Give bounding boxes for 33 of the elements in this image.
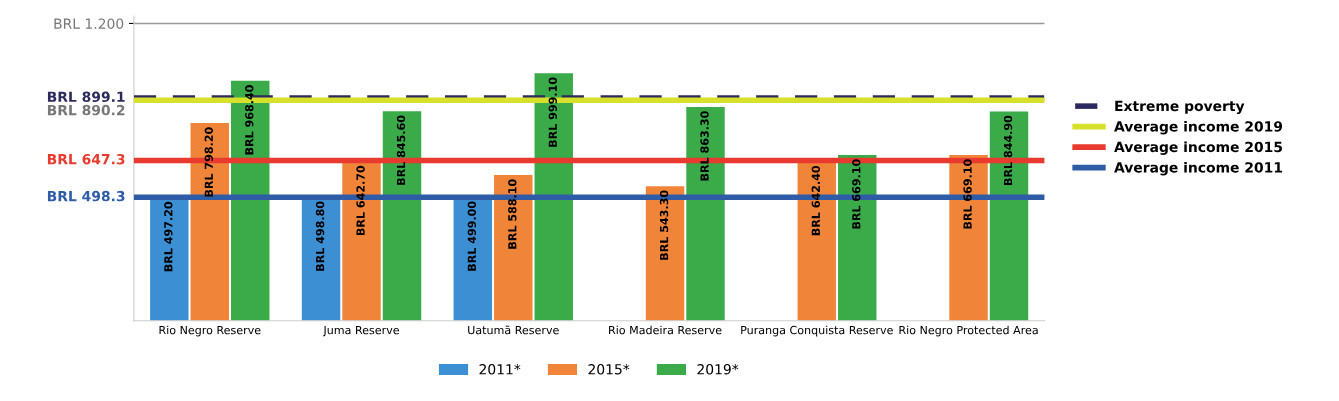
legend-label: 2011* [479, 364, 521, 375]
x-tick-label: Rio Negro Reserve [159, 325, 261, 337]
x-tick-label: Uatumã Reserve [468, 325, 559, 335]
data-label: BRL 669.10 [963, 159, 972, 229]
text: Extreme poverty [1115, 100, 1245, 114]
legend-label: 2019* [697, 364, 739, 375]
data-label: BRL 845.60 [396, 115, 406, 185]
ref-line-label: BRL 899.1 [47, 91, 125, 103]
data-label: BRL 499.00 [467, 201, 477, 271]
x-tick-label: Juma Reserve [322, 326, 400, 337]
text: Average income 2015 [1114, 141, 1282, 155]
data-label: BRL 543.30 [659, 190, 669, 260]
data-label: BRL 968.40 [245, 85, 254, 155]
data-label: BRL 844.90 [1003, 115, 1013, 185]
x-tick-label: Rio Negro Protected Area [899, 325, 1038, 337]
text: Average income 2019 [1114, 120, 1283, 135]
y-tick-label: BRL 1.200 [54, 18, 124, 29]
data-label: BRL 798.20 [204, 127, 213, 197]
data-label: BRL 863.30 [700, 111, 709, 181]
x-tick-label: Puranga Conquista Reserve [741, 325, 893, 337]
data-label: BRL 642.70 [356, 165, 365, 236]
data-label: BRL 497.20 [164, 201, 173, 272]
data-label: BRL 588.10 [508, 179, 517, 249]
data-label: BRL 999.10 [548, 77, 557, 147]
ref-line-label: BRL 498.3 [47, 190, 125, 202]
data-label: BRL 498.80 [315, 201, 325, 271]
x-tick-label: Rio Madeira Reserve [609, 325, 722, 335]
data-label: BRL 669.10 [852, 159, 861, 229]
ref-line-label: BRL 647.3 [47, 153, 125, 165]
legend-label: 2015* [588, 364, 630, 375]
data-label: BRL 642.40 [811, 165, 821, 236]
text: Average income 2011 [1114, 161, 1283, 176]
ref-line-label: BRL 890.2 [47, 104, 125, 116]
